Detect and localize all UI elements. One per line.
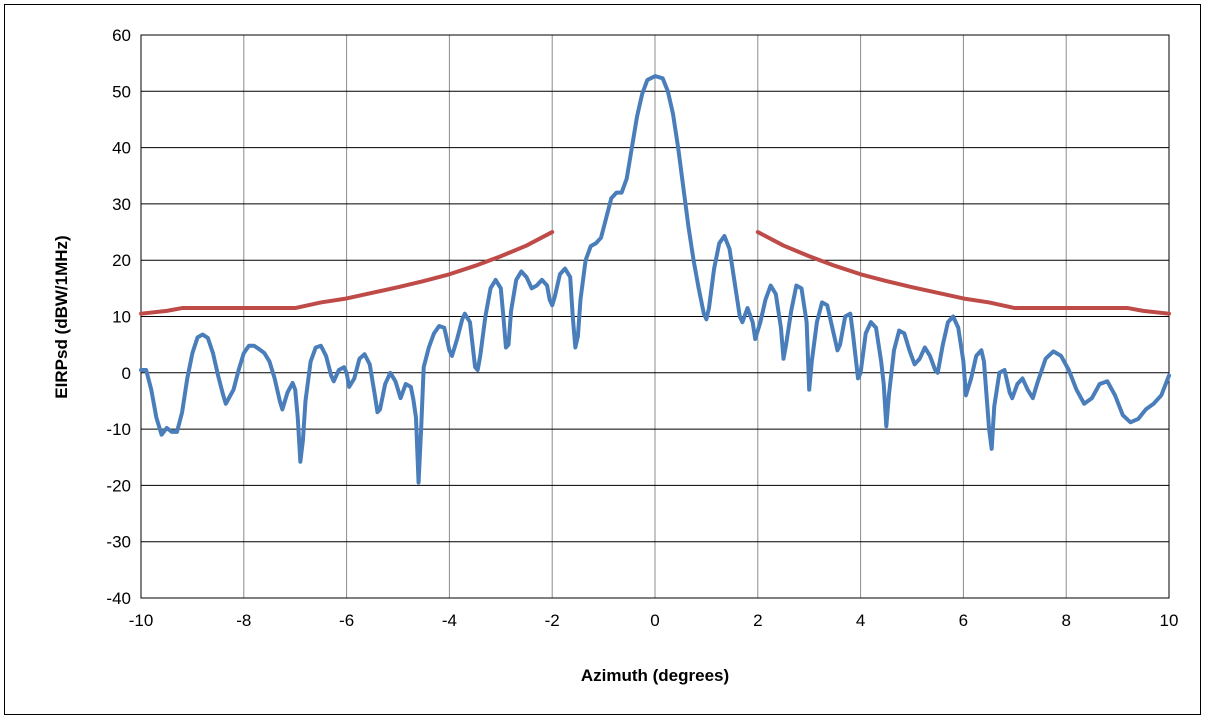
mask-line-segment-2: [755, 230, 1171, 316]
x-tick-label: 0: [650, 611, 659, 630]
y-tick-label: 50: [112, 82, 131, 101]
y-tick-label: -30: [106, 533, 131, 552]
y-tick-label: 60: [112, 26, 131, 45]
plot-area: [140, 34, 1170, 599]
x-tick-label: -2: [545, 611, 560, 630]
x-tick-label: -6: [339, 611, 354, 630]
x-tick-label: 6: [959, 611, 968, 630]
y-tick-label: -10: [106, 420, 131, 439]
x-axis-label: Azimuth (degrees): [581, 666, 729, 685]
y-tick-label: 20: [112, 251, 131, 270]
y-tick-label: 0: [122, 364, 131, 383]
chart-border: [4, 4, 1201, 715]
y-tick-label: -40: [106, 589, 131, 608]
y-axis-label: EIRPsd (dBW/1MHz): [52, 235, 71, 398]
x-tick-label: -4: [442, 611, 457, 630]
series-layer: [139, 74, 1171, 485]
mask-line-segment-1: [139, 230, 555, 316]
x-tick-label: -10: [129, 611, 154, 630]
eirp-line: [139, 74, 1171, 485]
x-tick-label: 2: [753, 611, 762, 630]
x-axis-ticks: -10 -8 -6 -4 -2 0 2 4 6 8 10: [129, 611, 1179, 630]
x-tick-label: 4: [856, 611, 865, 630]
x-tick-label: 8: [1061, 611, 1070, 630]
y-tick-label: 10: [112, 308, 131, 327]
x-tick-label: -8: [236, 611, 251, 630]
y-axis-ticks: 60 50 40 30 20 10 0 -10 -20 -30 -40: [106, 26, 131, 608]
y-tick-label: -20: [106, 476, 131, 495]
y-tick-label: 30: [112, 195, 131, 214]
y-tick-label: 40: [112, 139, 131, 158]
x-tick-label: 10: [1160, 611, 1179, 630]
